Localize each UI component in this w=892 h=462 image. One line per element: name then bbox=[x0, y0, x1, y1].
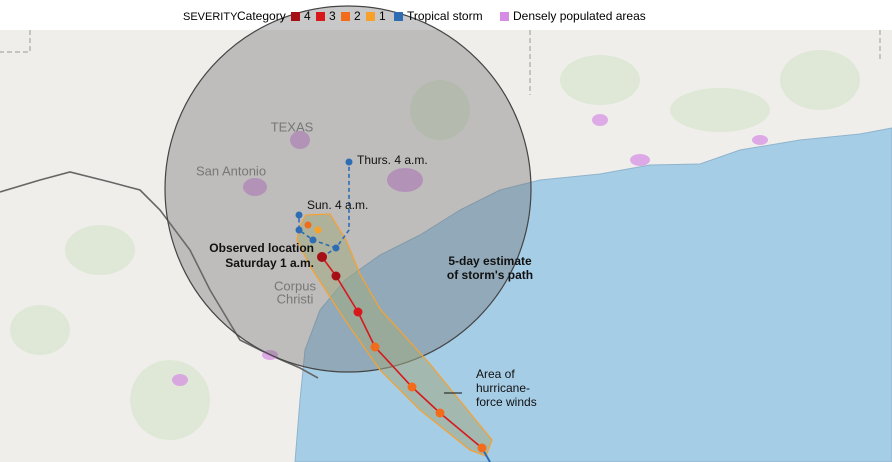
estimate-label: 5-day estimate bbox=[448, 254, 532, 268]
wind-area bbox=[296, 213, 493, 457]
city-label: San Antonio bbox=[196, 163, 266, 178]
gulf-water bbox=[294, 127, 892, 462]
city-label: Christi bbox=[277, 291, 314, 306]
track-points bbox=[295, 158, 487, 453]
legend: SEVERITY Category 4 3 2 1 Tropical storm Dens… bbox=[183, 9, 646, 23]
legend-swatch bbox=[394, 12, 403, 21]
forecast-circle bbox=[164, 5, 532, 373]
city-label: Corpus bbox=[274, 278, 316, 293]
legend-label: 3 bbox=[329, 9, 336, 23]
legend-label: 4 bbox=[304, 9, 311, 23]
legend-label: Tropical storm bbox=[407, 9, 483, 23]
vegetation bbox=[10, 50, 860, 440]
observed-label: Observed location bbox=[209, 241, 314, 255]
legend-swatch bbox=[500, 12, 509, 21]
legend-category: Category bbox=[237, 9, 286, 23]
state-label: TEXAS bbox=[271, 119, 314, 134]
wind-label: Area of bbox=[476, 367, 515, 381]
legend-label: 2 bbox=[354, 9, 361, 23]
legend-title: SEVERITY bbox=[183, 11, 238, 23]
legend-swatch bbox=[291, 12, 300, 21]
observed-label: Saturday 1 a.m. bbox=[225, 256, 314, 270]
wind-label: hurricane- bbox=[476, 381, 530, 395]
populated-areas bbox=[172, 114, 768, 386]
track-forecast bbox=[298, 162, 350, 258]
legend-label: Densely populated areas bbox=[513, 9, 646, 23]
legend-swatch bbox=[316, 12, 325, 21]
wind-label: force winds bbox=[476, 395, 537, 409]
legend-swatch bbox=[341, 12, 350, 21]
time-label: Thurs. 4 a.m. bbox=[357, 153, 428, 167]
legend-swatch bbox=[366, 12, 375, 21]
state-borders bbox=[0, 30, 881, 95]
legend-label: 1 bbox=[379, 9, 386, 23]
time-label: Sun. 4 a.m. bbox=[307, 198, 368, 212]
legend-bar bbox=[0, 0, 892, 30]
estimate-label: of storm's path bbox=[447, 268, 533, 282]
